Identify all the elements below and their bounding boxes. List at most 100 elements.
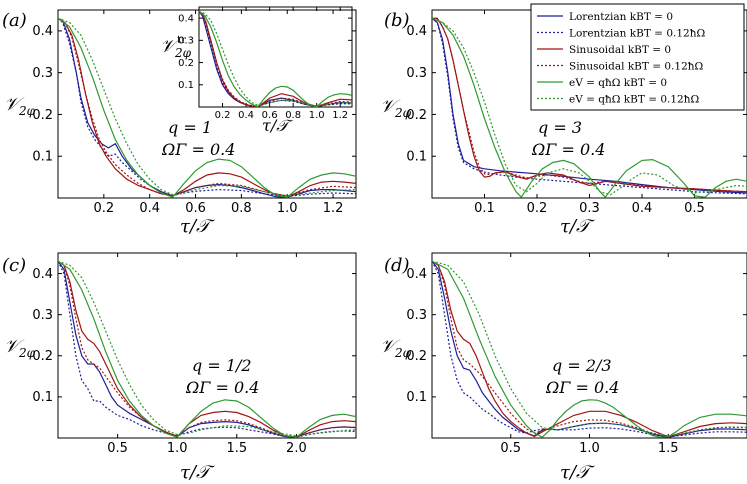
panel-0: 0.2 0.4 0.6 0.8 1.0 1.2 0.1 0.2 0.3 0.4 (a) 𝒱2φ τ/𝒯 q… [2, 6, 357, 237]
panel-3: 0.5 1.0 1.5 0.1 0.2 0.3 0.4(d) 𝒱2φ τ/𝒯 q = 2/3 ΩΓ … [380, 252, 747, 483]
y-tick-label: 0.4 [32, 24, 53, 39]
series-line-5 [432, 17, 747, 196]
y-tick-label: 0.2 [32, 108, 53, 123]
legend-entry-label: Sinusoidal kBT = 0 [569, 44, 671, 56]
x-tick-label: 0.2 [527, 201, 548, 216]
x-tick-label: 1.5 [226, 441, 247, 456]
x-tick-label: 0.5 [107, 441, 128, 456]
x-tick-label: 1.5 [658, 441, 679, 456]
y-tick-label: 0.1 [32, 390, 53, 405]
y-tick-label: 0.2 [406, 108, 427, 123]
x-tick-label: 0.8 [231, 201, 252, 216]
plot-frame [198, 6, 353, 108]
x-tick-label: 0.6 [185, 201, 206, 216]
x-axis-label: τ/𝒯 [560, 216, 595, 237]
y-axis-label: 𝒱2φ [380, 96, 412, 120]
plot-frame [57, 9, 357, 199]
panel-label: (b) [384, 10, 410, 31]
x-tick-label: 0.5 [684, 201, 705, 216]
x-tick-label: 1.0 [277, 201, 298, 216]
x-tick-label: 1.0 [579, 441, 600, 456]
y-tick-label: 0.2 [32, 349, 53, 364]
series-line-4 [432, 17, 747, 198]
y-tick-label: 0.1 [406, 150, 427, 165]
annotation-q: q = 3 [538, 118, 582, 137]
series-line-4 [58, 17, 356, 198]
y-tick-label: 0.3 [406, 66, 427, 81]
y-axis-label: 𝒱2φ [380, 336, 412, 360]
annotation-q: q = 1/2 [192, 356, 252, 375]
x-axis-label: τ/𝒯 [180, 462, 215, 483]
series-line-4 [432, 260, 747, 438]
panel-2: 0.5 1.0 1.5 2.0 0.1 0.2 0.3 0.4 (c) 𝒱2φ τ/𝒯 q = 1/2… [2, 252, 357, 483]
panel-label: (c) [2, 255, 26, 276]
series-line-1 [432, 260, 747, 438]
y-tick-label: 0.3 [178, 36, 194, 47]
series-line-5 [58, 260, 356, 437]
y-axis-label: 𝒱2φ [4, 94, 36, 118]
x-tick-label: 2.0 [286, 441, 307, 456]
x-tick-label: 0.3 [579, 201, 600, 216]
series-line-1 [432, 17, 747, 195]
x-tick-label: 1.0 [309, 110, 325, 121]
series-line-4 [199, 10, 352, 107]
plot-frame [431, 252, 747, 439]
series-line-4 [58, 260, 356, 438]
x-tick-label: 0.6 [262, 110, 278, 121]
annotation-omega-gamma: ΩΓ = 0.4 [185, 378, 259, 397]
series-line-1 [58, 17, 356, 197]
series-line-2 [58, 17, 356, 198]
series-line-5 [199, 10, 352, 107]
series-line-3 [432, 260, 747, 438]
y-tick-label: 0.4 [32, 267, 53, 282]
plot-frame [57, 252, 357, 439]
x-tick-label: 0.4 [238, 110, 254, 121]
y-tick-label: 0.1 [32, 150, 53, 165]
y-tick-label: 0.4 [406, 24, 427, 39]
x-axis-label: τ/𝒯 [560, 462, 595, 483]
series-line-5 [432, 260, 747, 437]
legend-entry-label: Lorentzian kBT = 0.12ħΩ [569, 28, 705, 40]
x-tick-label: 1.2 [323, 201, 344, 216]
x-tick-label: 0.2 [215, 110, 231, 121]
x-tick-label: 1.2 [332, 110, 348, 121]
y-tick-label: 0.1 [178, 80, 194, 91]
panel-label: (a) [2, 10, 27, 31]
y-tick-label: 0.2 [406, 349, 427, 364]
x-tick-label: 0.5 [500, 441, 521, 456]
series-line-1 [58, 260, 356, 438]
x-tick-label: 0.4 [139, 201, 160, 216]
x-axis-label: τ/𝒯 [180, 216, 215, 237]
y-tick-label: 0.3 [32, 66, 53, 81]
legend-entry-label: eV = qħΩ kBT = 0.12ħΩ [569, 94, 699, 106]
x-tick-label: 0.4 [632, 201, 653, 216]
y-tick-label: 0.4 [406, 267, 427, 282]
series-line-2 [58, 260, 356, 438]
panel-label: (d) [384, 255, 410, 276]
legend-entry-label: eV = qħΩ kBT = 0 [569, 77, 667, 89]
series-line-3 [58, 260, 356, 438]
annotation-omega-gamma: ΩΓ = 0.4 [531, 140, 605, 159]
inset-x-axis-label: τ/𝒯 [262, 116, 293, 135]
series-line-5 [58, 17, 356, 197]
series-line-0 [58, 260, 356, 438]
y-tick-label: 0.3 [32, 308, 53, 323]
x-tick-label: 1.0 [167, 441, 188, 456]
legend-box [530, 3, 745, 111]
x-tick-label: 0.1 [474, 201, 495, 216]
y-tick-label: 0.1 [406, 390, 427, 405]
annotation-omega-gamma: ΩΓ = 0.4 [161, 140, 235, 159]
x-tick-label: 0.8 [285, 110, 301, 121]
annotation-q: q = 2/3 [552, 356, 612, 375]
annotation-q: q = 1 [168, 118, 212, 137]
legend-entry-label: Lorentzian kBT = 0 [569, 11, 673, 23]
y-tick-label: 0.2 [178, 58, 194, 69]
legend-entry-label: Sinusoidal kBT = 0.12ħΩ [569, 61, 704, 73]
x-tick-label: 0.2 [94, 201, 115, 216]
legend: Lorentzian kBT = 0 Lorentzian kBT = 0.12ħ… [530, 3, 745, 111]
series-line-2 [432, 17, 747, 193]
y-axis-label: 𝒱2φ [4, 336, 36, 360]
